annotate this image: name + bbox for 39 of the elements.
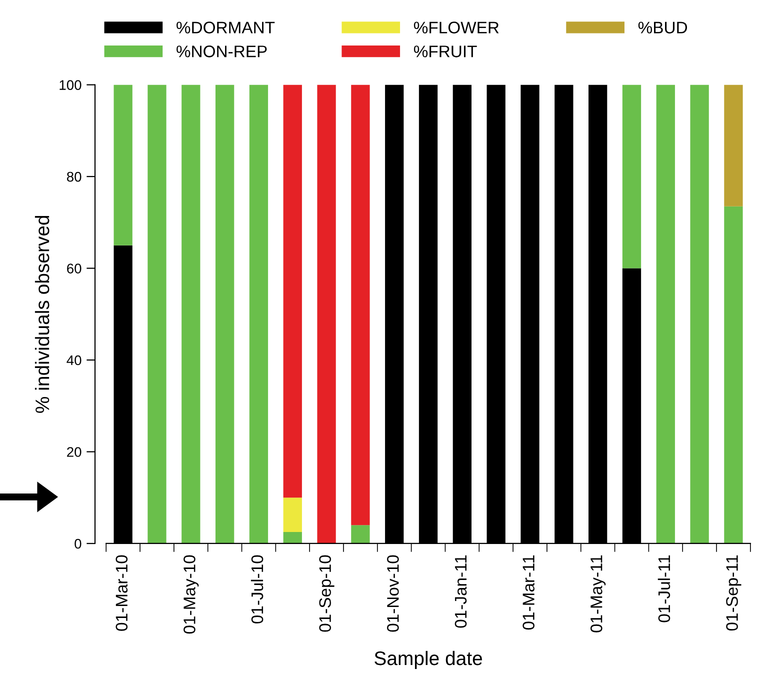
x-tick-label: 01-Jan-11 [454,555,467,628]
x-tick-label: 01-May-10 [184,555,199,634]
x-tick-label: 01-Sep-10 [319,555,334,632]
legend-label: %BUD [638,22,688,34]
y-tick-label: 80 [66,172,82,182]
bar [622,84,642,268]
x-tick-label: 01-Sep-11 [726,555,742,631]
bar [283,84,302,498]
bar [724,84,743,206]
x-tick-label: 01-Mar-11 [522,555,534,630]
x-tick-label: 01-Jul-10 [250,555,264,624]
y-tick-label: 40 [66,355,82,366]
legend-label: %FRUIT [414,46,477,58]
y-tick-label: 0 [74,538,82,549]
x-tick-label: 01-Mar-10 [116,555,128,631]
bar [182,84,200,544]
bar [148,84,166,544]
bar [317,84,336,544]
y-tick-label: 60 [67,264,82,274]
legend-label: %NON-REP [176,46,267,58]
x-axis-title: Sample date [374,650,482,670]
bar [215,84,234,544]
y-axis-title: % individuals observed [34,216,50,413]
y-tick-label: 20 [67,447,82,457]
bar [724,206,743,544]
legend-label: %FLOWER [414,22,499,34]
bar [656,84,675,544]
bar [351,84,370,526]
x-tick-label: 01-Nov-10 [387,555,399,632]
y-tick-label: 100 [60,80,82,90]
bar [690,84,709,544]
bar [249,84,268,544]
x-tick-label: 01-Jul-11 [658,555,670,622]
bar [283,498,302,532]
bar [283,532,302,544]
x-tick-label: 01-May-11 [590,555,606,632]
bar [351,525,370,544]
bar [114,84,132,246]
legend-label: %DORMANT [176,22,275,34]
